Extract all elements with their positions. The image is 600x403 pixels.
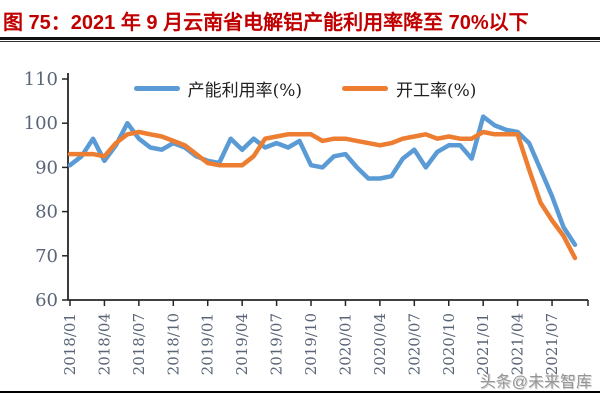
- x-tick-label: 2020/07: [405, 313, 423, 375]
- y-tick-label: 80: [35, 202, 58, 223]
- legend-swatch-blue: [133, 86, 180, 91]
- x-tick-label: 2021/01: [474, 313, 492, 375]
- legend-item-operating-rate: 开工率(%): [342, 76, 476, 101]
- x-tick-label: 2018/04: [95, 313, 113, 375]
- x-tick-label: 2021/07: [543, 313, 561, 375]
- x-tick-label: 2018/10: [164, 313, 182, 375]
- legend-item-capacity-utilization: 产能利用率(%): [133, 76, 302, 101]
- watermark: 头条@未来智库: [479, 374, 592, 391]
- x-tick-label: 2018/07: [130, 313, 148, 375]
- y-tick-label: 70: [35, 246, 58, 267]
- divider-thick-line: [0, 37, 600, 40]
- y-tick-label: 110: [24, 69, 58, 90]
- x-tick-label: 2019/04: [233, 313, 251, 375]
- line-chart: 60 70 80 90 100 110 2018/01 2018/04 2018/07 2018/…: [24, 69, 589, 375]
- series-line-1: [67, 129, 578, 261]
- x-tick-label: 2020/01: [336, 313, 354, 375]
- x-tick-label: 2019/07: [268, 313, 286, 375]
- chart-legend: 产能利用率(%) 开工率(%): [70, 76, 540, 101]
- x-tick-label: 2020/10: [440, 313, 458, 375]
- legend-label-capacity-utilization: 产能利用率(%): [187, 81, 302, 101]
- chart-title: 图 75：2021 年 9 月云南省电解铝产能利用率降至 70%以下: [3, 12, 529, 34]
- x-tick-label: 2019/10: [302, 313, 320, 375]
- divider-thin-line: [0, 41, 600, 42]
- page-bottom-border: [0, 391, 600, 393]
- series-line-0: [67, 114, 578, 248]
- x-tick-label: 2019/01: [199, 313, 217, 375]
- y-tick-label: 90: [35, 157, 58, 178]
- divider-gap: [0, 40, 600, 41]
- legend-swatch-orange: [342, 86, 388, 91]
- y-tick-label: 60: [35, 290, 58, 311]
- legend-label-operating-rate: 开工率(%): [396, 81, 477, 101]
- title-divider: [0, 37, 600, 42]
- x-tick-label: 2018/01: [61, 313, 79, 375]
- x-tick-label: 2021/04: [509, 313, 527, 375]
- x-tick-label: 2020/04: [371, 313, 389, 375]
- y-tick-label: 100: [24, 113, 58, 134]
